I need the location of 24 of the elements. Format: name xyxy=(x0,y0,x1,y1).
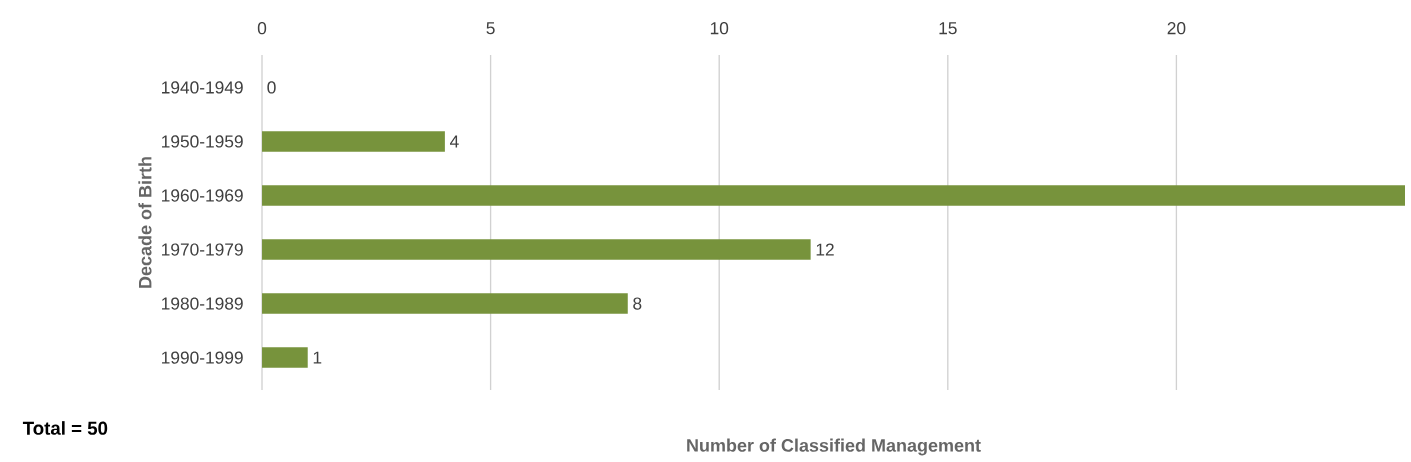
y-tick-label: 1940-1949 xyxy=(162,81,243,94)
data-label: 8 xyxy=(633,297,642,310)
bar xyxy=(262,239,811,260)
x-tick-label: 20 xyxy=(1167,22,1186,35)
bar xyxy=(262,293,628,314)
x-tick-label: 0 xyxy=(257,22,267,35)
y-tick-label: 1950-1959 xyxy=(162,135,243,148)
y-tick-label: 1980-1989 xyxy=(162,297,243,310)
bar xyxy=(262,185,1405,206)
y-tick-label: 1990-1999 xyxy=(162,351,243,364)
y-axis-title: Decade of Birth xyxy=(138,157,152,288)
bar xyxy=(262,131,445,152)
y-tick-label: 1960-1969 xyxy=(162,189,243,202)
data-label: 0 xyxy=(267,81,276,94)
x-tick-label: 10 xyxy=(710,22,729,35)
x-axis-title: Number of Classified Management xyxy=(687,438,981,456)
x-tick-label: 5 xyxy=(486,22,495,35)
data-label: 12 xyxy=(816,243,834,256)
x-tick-label: 15 xyxy=(939,22,957,35)
y-tick-label: 1970-1979 xyxy=(162,243,243,256)
text: Total = 50 xyxy=(22,421,108,435)
bar xyxy=(262,347,308,368)
data-label: 1 xyxy=(313,351,322,364)
data-label: 4 xyxy=(449,135,459,148)
